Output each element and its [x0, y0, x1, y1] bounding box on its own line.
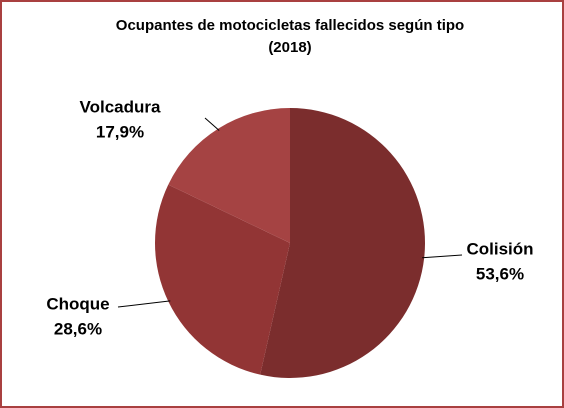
slice-label: Choque: [46, 294, 109, 313]
slice-value-label: 28,6%: [54, 319, 102, 338]
slice-value-label: 53,6%: [476, 264, 524, 283]
pie-slice: [260, 108, 426, 379]
slice-value-label: 17,9%: [96, 122, 144, 141]
chart-subtitle: (2018): [268, 39, 311, 56]
slice-label: Volcadura: [80, 97, 161, 116]
slice-label: Colisión: [466, 239, 533, 258]
pie-slice: [168, 107, 290, 243]
leader-line: [117, 300, 171, 308]
pie-slice: [155, 184, 290, 375]
chart-title: Ocupantes de motocicletas fallecidos seg…: [116, 17, 464, 34]
leader-line: [422, 254, 463, 259]
leader-line: [204, 117, 220, 131]
